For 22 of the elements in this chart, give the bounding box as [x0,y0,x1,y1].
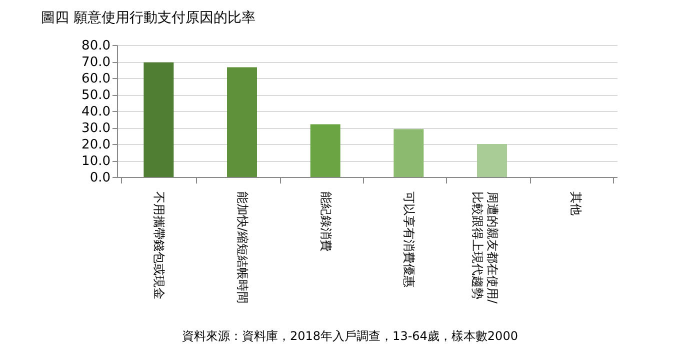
y-tick-label: 10.0 [82,154,110,169]
x-tick-label: 其他 [568,192,583,216]
x-tick-label: 不用攜帶錢包或現金 [152,192,166,300]
y-tick-label: 70.0 [82,55,110,70]
y-tick-label: 80.0 [82,38,110,54]
bar [477,144,507,177]
y-tick-label: 50.0 [82,88,110,103]
y-tick-label: 20.0 [82,138,110,152]
x-tick-label: 能加快/縮短結帳時間 [236,192,250,304]
y-tick-label: 0.0 [90,170,110,186]
chart-title: 圖四 願意使用行動支付原因的比率 [41,10,256,26]
y-tick-label: 40.0 [82,104,110,120]
bar [144,62,174,177]
y-tick-label: 60.0 [82,72,110,86]
bar [227,67,257,177]
x-tick-label: 能紀錄消費 [318,192,333,252]
y-tick-label: 30.0 [82,121,110,136]
bar [394,129,424,177]
x-tick-label: 可以享有消費優惠 [402,192,416,288]
x-tick-label: 周遭的親友都在使用/比較跟得上現代趨勢 [470,192,500,304]
bar [310,124,340,177]
source-note: 資料來源：資料庫，2018年入戶調查，13-64歲，樣本數2000 [181,328,519,345]
